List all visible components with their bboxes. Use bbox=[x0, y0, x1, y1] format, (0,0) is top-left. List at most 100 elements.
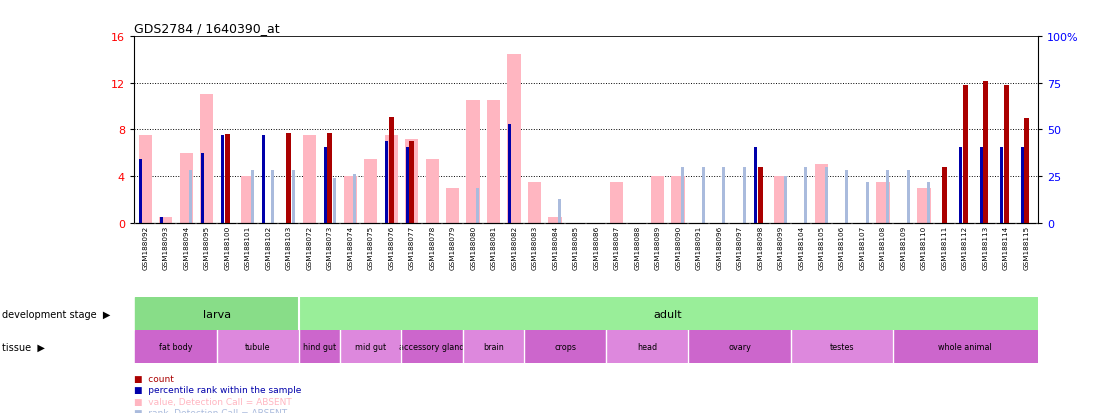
Bar bbox=[327, 133, 333, 223]
Bar bbox=[886, 171, 889, 223]
Bar bbox=[959, 147, 962, 223]
Text: tubule: tubule bbox=[246, 342, 271, 351]
Bar bbox=[286, 133, 291, 223]
Text: GSM188097: GSM188097 bbox=[737, 225, 742, 269]
Text: GDS2784 / 1640390_at: GDS2784 / 1640390_at bbox=[134, 21, 279, 35]
Text: GSM188102: GSM188102 bbox=[266, 225, 271, 269]
Bar bbox=[410, 142, 414, 223]
Bar bbox=[425, 159, 439, 223]
Text: GSM188101: GSM188101 bbox=[244, 225, 251, 269]
Text: GSM188094: GSM188094 bbox=[183, 225, 190, 269]
Text: GSM188100: GSM188100 bbox=[224, 225, 230, 269]
Text: GSM188088: GSM188088 bbox=[634, 225, 641, 269]
Text: GSM188077: GSM188077 bbox=[408, 225, 415, 269]
Bar bbox=[1020, 147, 1023, 223]
Text: fat body: fat body bbox=[160, 342, 193, 351]
Text: GSM188095: GSM188095 bbox=[204, 225, 210, 269]
Bar bbox=[702, 167, 704, 223]
Text: GSM188108: GSM188108 bbox=[881, 225, 886, 269]
Bar bbox=[548, 217, 561, 223]
Text: mid gut: mid gut bbox=[355, 342, 386, 351]
Bar bbox=[402, 330, 463, 363]
Text: GSM188089: GSM188089 bbox=[655, 225, 661, 269]
Text: GSM188072: GSM188072 bbox=[306, 225, 312, 269]
Text: GSM188099: GSM188099 bbox=[778, 225, 783, 269]
Text: GSM188113: GSM188113 bbox=[982, 225, 989, 269]
Text: GSM188075: GSM188075 bbox=[367, 225, 374, 269]
Bar bbox=[876, 183, 889, 223]
Bar bbox=[271, 171, 275, 223]
Bar bbox=[754, 147, 757, 223]
Bar bbox=[302, 136, 316, 223]
Bar bbox=[927, 183, 930, 223]
Bar bbox=[783, 177, 787, 223]
Bar bbox=[251, 171, 253, 223]
Text: GSM188074: GSM188074 bbox=[347, 225, 353, 269]
Text: GSM188114: GSM188114 bbox=[1003, 225, 1009, 269]
Bar bbox=[158, 217, 172, 223]
Bar bbox=[299, 330, 340, 363]
Bar bbox=[672, 177, 685, 223]
Bar bbox=[299, 297, 1037, 330]
Text: GSM188082: GSM188082 bbox=[511, 225, 517, 269]
Bar bbox=[385, 136, 397, 223]
Text: GSM188115: GSM188115 bbox=[1023, 225, 1030, 269]
Text: GSM188079: GSM188079 bbox=[450, 225, 455, 269]
Text: ■  percentile rank within the sample: ■ percentile rank within the sample bbox=[134, 385, 301, 394]
Bar bbox=[385, 142, 388, 223]
Bar bbox=[201, 153, 204, 223]
Text: GSM188087: GSM188087 bbox=[614, 225, 619, 269]
Bar bbox=[894, 330, 1037, 363]
Text: ovary: ovary bbox=[729, 342, 751, 351]
Text: accessory gland: accessory gland bbox=[400, 342, 465, 351]
Text: adult: adult bbox=[654, 309, 682, 319]
Bar bbox=[983, 81, 988, 223]
Text: GSM188092: GSM188092 bbox=[142, 225, 148, 269]
Bar bbox=[528, 183, 541, 223]
Bar bbox=[963, 86, 968, 223]
Text: brain: brain bbox=[483, 342, 504, 351]
Bar bbox=[353, 174, 356, 223]
Bar bbox=[160, 217, 163, 223]
Text: GSM188105: GSM188105 bbox=[819, 225, 825, 269]
Text: GSM188104: GSM188104 bbox=[798, 225, 805, 269]
Bar bbox=[262, 136, 266, 223]
Bar bbox=[942, 167, 947, 223]
Text: GSM188106: GSM188106 bbox=[839, 225, 845, 269]
Text: GSM188111: GSM188111 bbox=[942, 225, 947, 269]
Bar bbox=[606, 330, 689, 363]
Bar bbox=[135, 297, 299, 330]
Bar bbox=[742, 167, 745, 223]
Text: ■  value, Detection Call = ABSENT: ■ value, Detection Call = ABSENT bbox=[134, 397, 291, 406]
Bar bbox=[722, 167, 725, 223]
Text: GSM188098: GSM188098 bbox=[757, 225, 763, 269]
Bar bbox=[487, 101, 500, 223]
Bar bbox=[224, 135, 230, 223]
Text: hind gut: hind gut bbox=[302, 342, 336, 351]
Bar bbox=[135, 330, 217, 363]
Bar bbox=[405, 140, 418, 223]
Bar bbox=[324, 147, 327, 223]
Bar bbox=[466, 101, 480, 223]
Text: GSM188091: GSM188091 bbox=[695, 225, 702, 269]
Text: GSM188076: GSM188076 bbox=[388, 225, 394, 269]
Text: crops: crops bbox=[555, 342, 576, 351]
Bar bbox=[340, 330, 402, 363]
Bar bbox=[291, 171, 295, 223]
Bar bbox=[446, 188, 460, 223]
Text: GSM188083: GSM188083 bbox=[531, 225, 538, 269]
Bar bbox=[917, 188, 931, 223]
Bar bbox=[775, 177, 787, 223]
Bar bbox=[1024, 119, 1029, 223]
Bar bbox=[477, 188, 479, 223]
Text: GSM188081: GSM188081 bbox=[491, 225, 497, 269]
Text: GSM188080: GSM188080 bbox=[470, 225, 477, 269]
Bar bbox=[825, 167, 828, 223]
Bar bbox=[558, 200, 561, 223]
Text: GSM188103: GSM188103 bbox=[286, 225, 291, 269]
Bar bbox=[217, 330, 299, 363]
Bar bbox=[866, 183, 868, 223]
Bar bbox=[508, 124, 511, 223]
Text: GSM188078: GSM188078 bbox=[430, 225, 435, 269]
Text: development stage  ▶: development stage ▶ bbox=[2, 309, 110, 319]
